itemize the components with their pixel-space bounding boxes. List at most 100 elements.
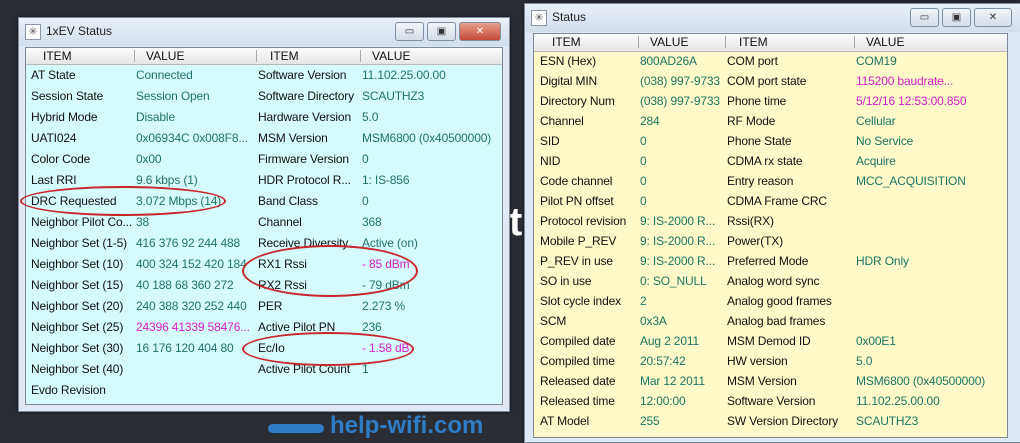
item-value: Connected (136, 68, 193, 82)
item-value: 11.102.25.00.00 (362, 68, 446, 82)
table-row[interactable]: Pilot PN offset 0 CDMA Frame CRC (534, 191, 1007, 211)
column-header-value[interactable]: VALUE (650, 35, 689, 49)
item-label: Last RRI (31, 173, 77, 187)
table-row[interactable]: Neighbor Pilot Co... 38 Channel 368 (26, 212, 502, 233)
column-header-value[interactable]: VALUE (146, 49, 185, 63)
table-row[interactable]: Slot cycle index 2 Analog good frames (534, 291, 1007, 311)
table-row[interactable]: Session State Session Open Software Direct… (26, 86, 502, 107)
item-value: 16 176 120 404 80 (136, 341, 234, 355)
table-row[interactable]: Directory Num (038) 997-9733 Phone time 5/1… (534, 91, 1007, 111)
column-header-item[interactable]: ITEM (270, 49, 299, 63)
item-label: Compiled time (540, 354, 615, 368)
item-label: AT State (31, 68, 76, 82)
minimize-button[interactable]: ▭ (910, 8, 939, 27)
table-row[interactable]: Released time 12:00:00 Software Version 11.… (534, 391, 1007, 411)
item-value: Cellular (856, 114, 896, 128)
table-row[interactable]: Hybrid Mode Disable Hardware Version 5.0 (26, 107, 502, 128)
table-row[interactable]: SO in use 0: SO_NULL Analog word sync (534, 271, 1007, 291)
column-header-item[interactable]: ITEM (739, 35, 768, 49)
maximize-button[interactable]: ▣ (427, 22, 456, 41)
column-divider[interactable] (256, 50, 257, 62)
item-label: Analog bad frames (727, 314, 826, 328)
item-label: Analog good frames (727, 294, 832, 308)
table-row[interactable]: AT Model 255 SW Version Directory SCAUTHZ3 (534, 411, 1007, 431)
minimize-button[interactable]: ▭ (395, 22, 424, 41)
close-button[interactable]: ✕ (459, 22, 501, 41)
item-value: 0x06934C 0x008F8... (136, 131, 248, 145)
item-value: 240 388 320 252 440 (136, 299, 247, 313)
item-value: 800AD26A (640, 54, 697, 68)
table-row[interactable]: Channel 284 RF Mode Cellular (534, 111, 1007, 131)
item-value: 400 324 152 420 184 (136, 257, 247, 271)
item-label: Released date (540, 374, 616, 388)
item-label: Evdo Revision (31, 383, 106, 397)
table-row[interactable]: SID 0 Phone State No Service (534, 131, 1007, 151)
item-value: Acquire (856, 154, 896, 168)
table-row[interactable]: NID 0 CDMA rx state Acquire (534, 151, 1007, 171)
item-value: Session Open (136, 89, 210, 103)
maximize-button[interactable]: ▣ (942, 8, 971, 27)
item-value: 255 (640, 414, 660, 428)
column-divider[interactable] (638, 36, 639, 48)
window-title: 1xEV Status (46, 24, 113, 38)
table-row[interactable]: ESN (Hex) 800AD26A COM port COM19 (534, 51, 1007, 71)
item-value: 0x3A (640, 314, 667, 328)
table-row[interactable]: Neighbor Set (20) 240 388 320 252 440 PER 2… (26, 296, 502, 317)
item-value: 9: IS-2000 R... (640, 254, 716, 268)
table-row[interactable]: SCM 0x3A Analog bad frames (534, 311, 1007, 331)
item-value: 0 (640, 194, 647, 208)
item-value: 0: SO_NULL (640, 274, 707, 288)
table-row[interactable]: Neighbor Set (25) 24396 41339 58476... Act… (26, 317, 502, 338)
table-row[interactable]: Compiled time 20:57:42 HW version 5.0 (534, 351, 1007, 371)
column-header-value[interactable]: VALUE (866, 35, 905, 49)
column-divider[interactable] (134, 50, 135, 62)
item-value: Active (on) (362, 236, 418, 250)
table-row[interactable]: UATI024 0x06934C 0x008F8... MSM Version MSM… (26, 128, 502, 149)
item-label: Analog word sync (727, 274, 820, 288)
column-divider[interactable] (360, 50, 361, 62)
item-label: Neighbor Set (40) (31, 362, 124, 376)
table-row[interactable]: Evdo Revision (26, 380, 502, 401)
item-label: HW version (727, 354, 788, 368)
item-label: Channel (540, 114, 584, 128)
table-row[interactable]: P_REV in use 9: IS-2000 R... Preferred Mod… (534, 251, 1007, 271)
table-row[interactable]: Neighbor Set (40) Active Pilot Count 1 (26, 359, 502, 380)
item-label: PER (258, 299, 283, 313)
item-label: Power(TX) (727, 234, 783, 248)
watermark-logo (268, 424, 324, 433)
item-value: HDR Only (856, 254, 909, 268)
app-icon: ✳ (531, 10, 547, 26)
table-row[interactable]: Neighbor Set (1-5) 416 376 92 244 488 Rece… (26, 233, 502, 254)
item-value: 1: IS-856 (362, 173, 410, 187)
item-label: SO in use (540, 274, 592, 288)
column-divider[interactable] (725, 36, 726, 48)
item-label: ESN (Hex) (540, 54, 596, 68)
item-label: UATI024 (31, 131, 77, 145)
title-bar[interactable]: ✳ Status ▭ ▣ ✕ (525, 4, 1020, 32)
table-row[interactable]: Code channel 0 Entry reason MCC_ACQUISITION (534, 171, 1007, 191)
table-row[interactable]: Last RRI 9.6 kbps (1) HDR Protocol R... 1: … (26, 170, 502, 191)
table-row[interactable]: Compiled date Aug 2 2011 MSM Demod ID 0x00E… (534, 331, 1007, 351)
table-row[interactable]: Protocol revision 9: IS-2000 R... Rssi(RX) (534, 211, 1007, 231)
column-header-value[interactable]: VALUE (372, 49, 411, 63)
app-icon: ✳ (25, 24, 41, 40)
item-value: SCAUTHZ3 (362, 89, 425, 103)
table-row[interactable]: Digital MIN (038) 997-9733 COM port state 1… (534, 71, 1007, 91)
item-label: Neighbor Set (15) (31, 278, 124, 292)
table-row[interactable]: AT State Connected Software Version 11.102.… (26, 65, 502, 86)
table-row[interactable]: Mobile P_REV 9: IS-2000 R... Power(TX) (534, 231, 1007, 251)
column-divider[interactable] (854, 36, 855, 48)
item-label: NID (540, 154, 561, 168)
close-button[interactable]: ✕ (974, 8, 1012, 27)
item-label: Session State (31, 89, 104, 103)
item-value: 0 (640, 174, 647, 188)
item-label: Mobile P_REV (540, 234, 617, 248)
column-header-item[interactable]: ITEM (552, 35, 581, 49)
item-value: 2.273 % (362, 299, 405, 313)
title-bar[interactable]: ✳ 1xEV Status ▭ ▣ ✕ (19, 18, 509, 46)
item-label: Compiled date (540, 334, 616, 348)
column-header-item[interactable]: ITEM (43, 49, 72, 63)
table-row[interactable]: Released date Mar 12 2011 MSM Version MSM68… (534, 371, 1007, 391)
table-row[interactable]: Color Code 0x00 Firmware Version 0 (26, 149, 502, 170)
item-value: 115200 baudrate... (856, 74, 954, 88)
